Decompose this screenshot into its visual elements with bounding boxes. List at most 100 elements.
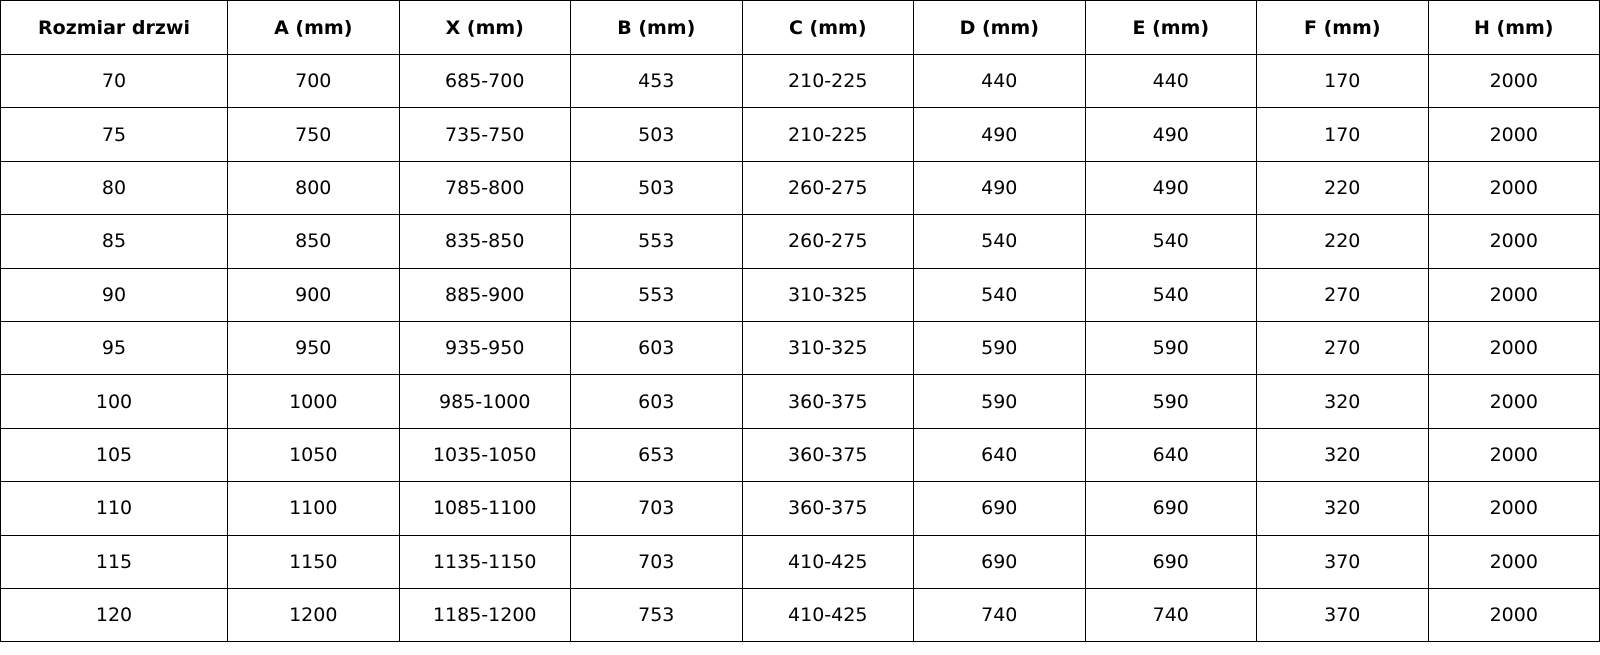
table-cell: 900 (227, 267, 400, 322)
table-row: 105 1050 1035-1050 653 360-375 640 640 320 2000 (0, 427, 1600, 483)
table-cell: 105 (0, 427, 228, 483)
table-cell: 490 (1084, 160, 1257, 216)
table-cell: 935-950 (398, 320, 571, 376)
table-cell: 490 (913, 107, 1086, 162)
table-cell: 540 (913, 267, 1086, 322)
column-header: H (mm) (1427, 0, 1600, 55)
table-cell: 590 (913, 374, 1086, 429)
column-header: C (mm) (741, 0, 914, 55)
table-cell: 750 (227, 107, 400, 162)
table-cell: 553 (570, 214, 743, 269)
table-cell: 220 (1256, 160, 1429, 216)
table-cell: 740 (1084, 587, 1257, 643)
table-row: 115 1150 1135-1150 703 410-425 690 690 370 2000 (0, 534, 1600, 589)
table-row: 85 850 835-850 553 260-275 540 540 220 2000 (0, 214, 1600, 269)
table-cell: 1085-1100 (398, 481, 571, 536)
table-cell: 640 (1084, 427, 1257, 483)
table-row: 90 900 885-900 553 310-325 540 540 270 2000 (0, 267, 1600, 322)
table-cell: 320 (1256, 427, 1429, 483)
table-row: 100 1000 985-1000 603 360-375 590 590 320 2000 (0, 374, 1600, 429)
table-cell: 950 (227, 320, 400, 376)
table-cell: 2000 (1427, 374, 1600, 429)
table-cell: 503 (570, 160, 743, 216)
column-header: Rozmiar drzwi (0, 0, 228, 55)
table-cell: 95 (0, 320, 228, 376)
table-cell: 370 (1256, 587, 1429, 643)
table-cell: 410-425 (741, 534, 914, 589)
table-cell: 320 (1256, 374, 1429, 429)
table-row: 120 1200 1185-1200 753 410-425 740 740 370 2000 (0, 587, 1600, 643)
table-cell: 2000 (1427, 53, 1600, 109)
table-cell: 703 (570, 534, 743, 589)
table-cell: 270 (1256, 320, 1429, 376)
table-cell: 210-225 (741, 107, 914, 162)
table-cell: 440 (1084, 53, 1257, 109)
table-cell: 690 (1084, 534, 1257, 589)
column-header: D (mm) (913, 0, 1086, 55)
table-cell: 220 (1256, 214, 1429, 269)
table-row: 70 700 685-700 453 210-225 440 440 170 2000 (0, 53, 1600, 109)
table-cell: 885-900 (398, 267, 571, 322)
table-row: 95 950 935-950 603 310-325 590 590 270 2000 (0, 320, 1600, 376)
table-cell: 640 (913, 427, 1086, 483)
table-cell: 503 (570, 107, 743, 162)
table-cell: 1200 (227, 587, 400, 643)
table-cell: 440 (913, 53, 1086, 109)
table-cell: 490 (1084, 107, 1257, 162)
table-cell: 785-800 (398, 160, 571, 216)
table-cell: 690 (913, 534, 1086, 589)
table-cell: 1035-1050 (398, 427, 571, 483)
table-cell: 360-375 (741, 427, 914, 483)
table-cell: 75 (0, 107, 228, 162)
table-cell: 540 (1084, 214, 1257, 269)
column-header: A (mm) (227, 0, 400, 55)
table-cell: 70 (0, 53, 228, 109)
header-row: Rozmiar drzwi A (mm) X (mm) B (mm) C (mm) D (… (0, 0, 1600, 55)
table-cell: 90 (0, 267, 228, 322)
table-cell: 850 (227, 214, 400, 269)
table-cell: 360-375 (741, 481, 914, 536)
table-cell: 2000 (1427, 107, 1600, 162)
table-cell: 110 (0, 481, 228, 536)
table-cell: 703 (570, 481, 743, 536)
table-cell: 540 (1084, 267, 1257, 322)
table-cell: 80 (0, 160, 228, 216)
table-cell: 800 (227, 160, 400, 216)
table-cell: 2000 (1427, 481, 1600, 536)
table-row: 75 750 735-750 503 210-225 490 490 170 2000 (0, 107, 1600, 162)
table-cell: 410-425 (741, 587, 914, 643)
table-cell: 170 (1256, 53, 1429, 109)
table-cell: 260-275 (741, 160, 914, 216)
table-cell: 1185-1200 (398, 587, 571, 643)
table-cell: 85 (0, 214, 228, 269)
table-cell: 2000 (1427, 534, 1600, 589)
table-cell: 100 (0, 374, 228, 429)
table-cell: 260-275 (741, 214, 914, 269)
table-cell: 985-1000 (398, 374, 571, 429)
table-cell: 2000 (1427, 320, 1600, 376)
table-cell: 1050 (227, 427, 400, 483)
table-cell: 685-700 (398, 53, 571, 109)
column-header: B (mm) (570, 0, 743, 55)
table-cell: 1100 (227, 481, 400, 536)
table-cell: 603 (570, 320, 743, 376)
table-cell: 310-325 (741, 320, 914, 376)
column-header: E (mm) (1084, 0, 1257, 55)
table-cell: 700 (227, 53, 400, 109)
table-cell: 553 (570, 267, 743, 322)
table-cell: 590 (1084, 320, 1257, 376)
table-cell: 453 (570, 53, 743, 109)
table-cell: 270 (1256, 267, 1429, 322)
table-row: 80 800 785-800 503 260-275 490 490 220 2000 (0, 160, 1600, 216)
table-cell: 2000 (1427, 267, 1600, 322)
column-header: X (mm) (398, 0, 571, 55)
table-cell: 590 (913, 320, 1086, 376)
table-cell: 2000 (1427, 214, 1600, 269)
table-cell: 1135-1150 (398, 534, 571, 589)
table-cell: 120 (0, 587, 228, 643)
table-cell: 490 (913, 160, 1086, 216)
table-cell: 740 (913, 587, 1086, 643)
table-cell: 310-325 (741, 267, 914, 322)
table-cell: 1150 (227, 534, 400, 589)
